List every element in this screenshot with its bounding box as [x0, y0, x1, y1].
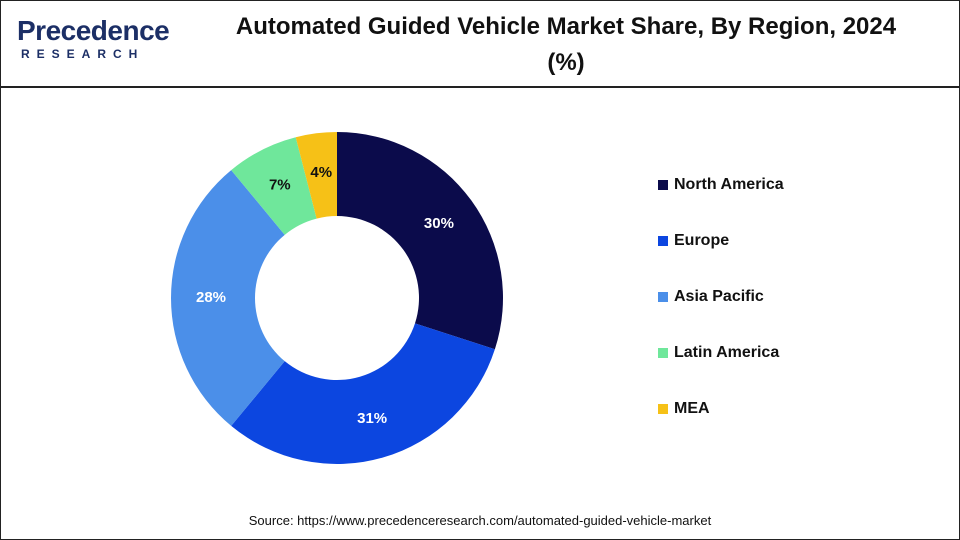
- donut-slice: [171, 170, 285, 426]
- data-label: 30%: [424, 215, 454, 232]
- legend-swatch: [658, 292, 668, 302]
- logo-name: Precedence: [17, 15, 170, 46]
- donut-slice: [295, 132, 337, 219]
- donut-slice: [231, 323, 495, 465]
- legend-label: Latin America: [674, 344, 779, 361]
- legend-label: MEA: [674, 400, 710, 417]
- data-label: 31%: [357, 410, 387, 427]
- donut-slice: [337, 132, 503, 350]
- header-rule: [1, 86, 959, 88]
- legend-label: Asia Pacific: [674, 288, 764, 305]
- data-label: 28%: [196, 289, 226, 306]
- legend-swatch: [658, 348, 668, 358]
- legend-swatch: [658, 236, 668, 246]
- donut-slice: [231, 137, 317, 235]
- data-label: 7%: [269, 177, 291, 194]
- source-note: Source: https://www.precedenceresearch.c…: [248, 513, 712, 528]
- legend-label: North America: [674, 176, 784, 193]
- logo-tagline: RESEARCH: [21, 47, 145, 61]
- legend-swatch: [658, 180, 668, 190]
- data-label: 4%: [310, 164, 332, 181]
- chart-title: Automated Guided Vehicle Market Share, B…: [235, 13, 897, 76]
- legend-swatch: [658, 404, 668, 414]
- legend-label: Europe: [674, 232, 729, 249]
